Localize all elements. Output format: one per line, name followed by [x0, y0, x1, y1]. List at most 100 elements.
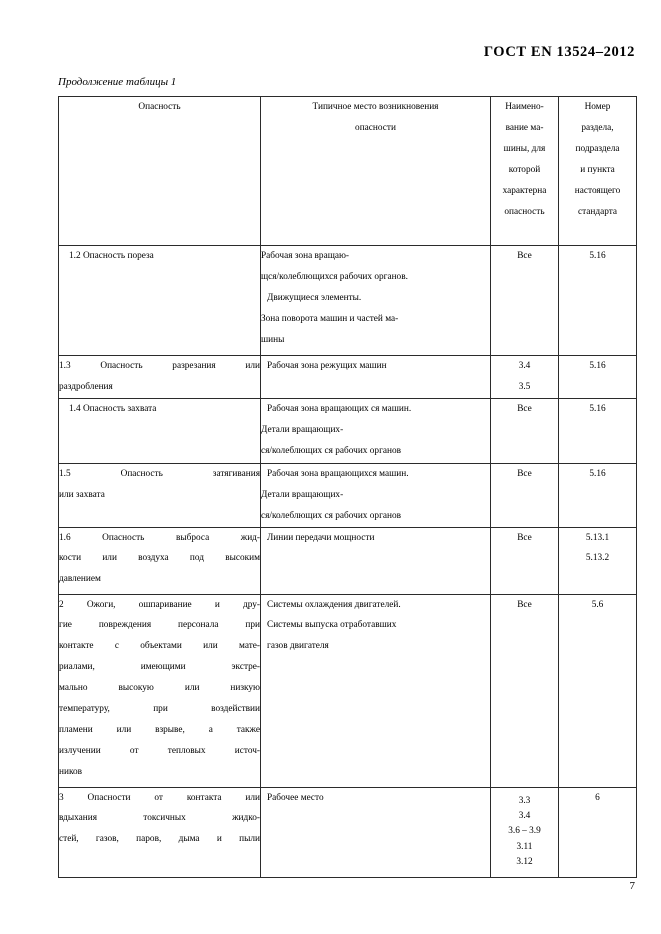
header-line: которой — [508, 164, 541, 175]
machine-line: 3.5 — [518, 381, 531, 392]
header-line: подраздела — [575, 143, 620, 154]
hazard-line: раздробления — [59, 381, 113, 392]
machine-line: Все — [517, 251, 532, 261]
cell-location: Рабочая зона вращающихся машин. Детали вр… — [260, 462, 491, 528]
hazard-line: или захвата — [59, 489, 105, 500]
hazard-line: пламени или взрыве, а также — [59, 724, 260, 735]
location-line: Рабочая зона режущих машин — [267, 361, 387, 371]
table-body: 1.2 Опасность пореза Рабочая зона вращаю-… — [58, 245, 637, 878]
table-row: 1.3 Опасность разрезания или раздробления… — [58, 355, 637, 399]
location-line: Детали вращающих- — [261, 424, 344, 435]
header-cell-machine: Наимено- вание ма- шины, для которой хар… — [490, 96, 559, 246]
header-cell-location: Типичное место возникновения опасности — [260, 96, 491, 246]
cell-clause: 5.6 — [558, 593, 637, 788]
hazard-line: температуру, при воздействии — [59, 704, 260, 715]
cell-clause: 5.16 — [558, 397, 637, 464]
hazard-line: 3 Опасности от контакта или — [59, 792, 260, 803]
cell-location: Линии передачи мощности — [260, 526, 491, 595]
location-line: шины — [261, 334, 285, 345]
cell-clause: 5.13.1 5.13.2 — [558, 526, 637, 595]
cell-clause: 6 — [558, 786, 637, 878]
cell-hazard: 1.6 Опасность выброса жид-кости или возд… — [58, 526, 261, 595]
location-line: Рабочая зона вращающих ся машин. — [267, 403, 412, 414]
hazard-line: риалами, имеющими экстре- — [59, 662, 260, 673]
header-line: и пункта — [580, 164, 615, 175]
hazard-line: 1.6 Опасность выброса жид- — [59, 532, 260, 543]
table-caption: Продолжение таблицы 1 — [58, 76, 177, 88]
header-line: Номер — [584, 102, 611, 112]
location-line: Рабочая зона вращающихся машин. — [267, 468, 409, 479]
cell-hazard: 2 Ожоги, ошпаривание и дру-гие поврежден… — [58, 593, 261, 788]
cell-location: Системы охлаждения двигателей. Системы вы… — [260, 593, 491, 788]
hazard-line: гие повреждения персонала при — [59, 620, 260, 631]
machine-line: 3.4 — [518, 810, 531, 821]
hazard-line: излучении от тепловых источ- — [59, 745, 260, 756]
cell-machine: 3.3 3.4 3.6 – 3.9 3.11 3.12 — [490, 786, 559, 878]
cell-machine: Все — [490, 245, 559, 356]
location-line: газов двигателя — [267, 641, 329, 652]
hazard-line: 2 Ожоги, ошпаривание и дру- — [59, 599, 260, 610]
cell-clause: 5.16 — [558, 245, 637, 356]
cell-machine: Все — [490, 593, 559, 788]
machine-line: Все — [517, 403, 532, 414]
machine-line: Все — [517, 532, 532, 543]
table-row: 3 Опасности от контакта или вдыхания токс… — [58, 786, 637, 878]
machine-line: Все — [517, 468, 532, 479]
clause-line: 5.16 — [589, 403, 606, 414]
location-line: Рабочее место — [267, 792, 324, 803]
header-line: раздела, — [581, 122, 614, 133]
header-line: опасности — [355, 122, 396, 133]
clause-line: 5.13.1 — [585, 532, 610, 543]
cell-machine: 3.4 3.5 — [490, 355, 559, 399]
location-line: Системы выпуска отработавших — [267, 620, 397, 631]
cell-machine: Все — [490, 397, 559, 464]
location-line: Детали вращающих- — [261, 489, 344, 500]
clause-line: 5.16 — [589, 361, 606, 371]
hazard-line: вдыхания токсичных жидко- — [59, 813, 260, 824]
cell-location: Рабочая зона режущих машин — [260, 355, 491, 399]
machine-line: 3.3 — [518, 795, 531, 806]
header-line: Наимено- — [505, 102, 544, 112]
table-row: 1.5 Опасность затягивания или захвата Рабо… — [58, 462, 637, 528]
clause-line: 5.13.2 — [585, 553, 610, 564]
header-line: шины, для — [503, 143, 546, 154]
hazard-line: ников — [59, 766, 83, 777]
location-line: Рабочая зона вращаю- — [261, 251, 350, 261]
header-line: Типичное место возникновения — [312, 102, 439, 112]
hazard-line: 1.5 Опасность затягивания — [59, 468, 260, 479]
header-line: настоящего — [574, 185, 621, 196]
location-line: ся/колеблющих ся рабочих органов — [261, 510, 402, 521]
header-line: стандарта — [577, 206, 618, 217]
hazard-line: контакте с объектами или мате- — [59, 641, 260, 652]
cell-hazard: 1.5 Опасность затягивания или захвата — [58, 462, 261, 528]
hazard-line: стей, газов, паров, дыма и пыли — [59, 834, 260, 845]
cell-location: Рабочая зона вращаю-щся/колеблющихся раб… — [260, 245, 491, 356]
cell-clause: 5.16 — [558, 355, 637, 399]
machine-line: 3.12 — [516, 856, 533, 867]
header-line: характерна — [502, 185, 547, 196]
cell-location: Рабочая зона вращающих ся машин. Детали в… — [260, 397, 491, 464]
header-cell-hazard: Опасность — [58, 96, 261, 246]
clause-line: 5.16 — [589, 251, 606, 261]
header-cell-clause: Номер раздела, подраздела и пункта насто… — [558, 96, 637, 246]
hazard-table: Опасность Типичное место возникновения о… — [58, 96, 637, 878]
table-row: 1.6 Опасность выброса жид-кости или возд… — [58, 526, 637, 595]
hazard-line: 1.3 Опасность разрезания или — [59, 361, 260, 371]
cell-location: Рабочее место — [260, 786, 491, 878]
hazard-line: 1.4 Опасность захвата — [69, 403, 157, 414]
cell-hazard: 1.4 Опасность захвата — [58, 397, 261, 464]
cell-hazard: 1.2 Опасность пореза — [58, 245, 261, 356]
clause-line: 5.16 — [589, 468, 606, 479]
table-row: 2 Ожоги, ошпаривание и дру-гие поврежден… — [58, 593, 637, 788]
header-line: Опасность — [138, 102, 181, 112]
cell-hazard: 1.3 Опасность разрезания или раздробления — [58, 355, 261, 399]
cell-machine: Все — [490, 462, 559, 528]
standard-title: ГОСТ EN 13524–2012 — [483, 44, 635, 60]
header-line: вание ма- — [505, 122, 544, 133]
machine-line: 3.11 — [516, 841, 533, 852]
header-line: опасность — [504, 206, 545, 217]
location-line: Зона поворота машин и частей ма- — [261, 313, 399, 324]
hazard-table-wrapper: Опасность Типичное место возникновения о… — [58, 96, 637, 878]
location-line: ся/колеблющих ся рабочих органов — [261, 445, 402, 456]
table-row: 1.2 Опасность пореза Рабочая зона вращаю-… — [58, 245, 637, 356]
